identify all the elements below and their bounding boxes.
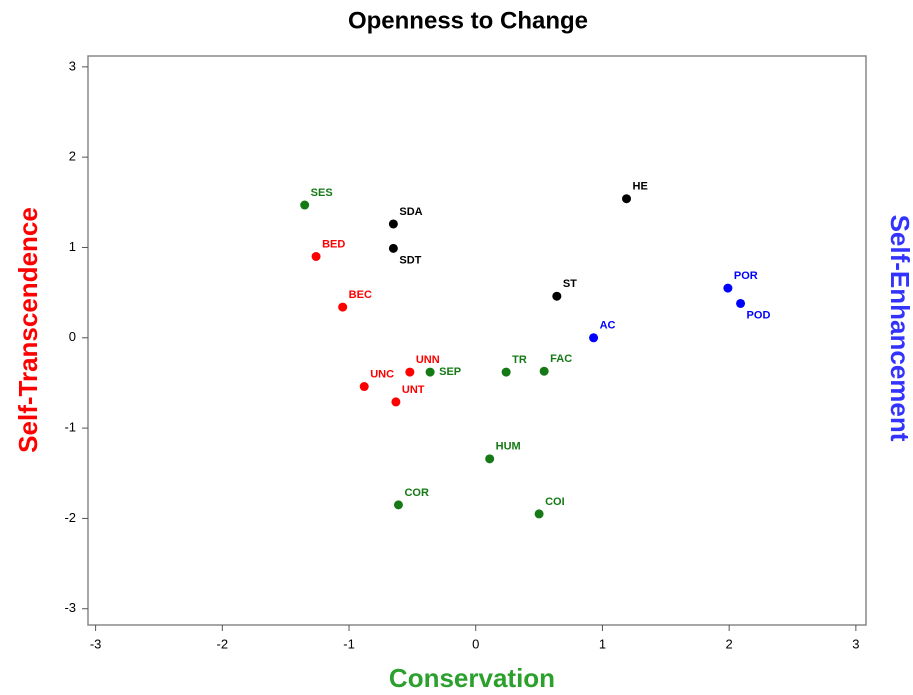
- y-tick-label: -1: [64, 420, 76, 435]
- plot-frame: [87, 55, 867, 626]
- point-label: COI: [545, 496, 565, 508]
- x-tick-label: -2: [217, 636, 229, 651]
- point: [300, 200, 310, 210]
- point: [501, 367, 511, 377]
- point-label: SDA: [399, 206, 422, 218]
- y-tick-label: -2: [64, 510, 76, 525]
- point: [539, 366, 549, 376]
- point: [393, 500, 403, 510]
- point-label: BED: [322, 238, 345, 250]
- point: [589, 333, 599, 343]
- point-label: UNT: [402, 384, 425, 396]
- point-label: BEC: [349, 289, 372, 301]
- point: [736, 298, 746, 308]
- point: [485, 454, 495, 464]
- y-tick-label: -3: [64, 600, 76, 615]
- x-tick-label: -1: [343, 636, 355, 651]
- y-tick-label: 2: [69, 149, 76, 164]
- x-tick-label: 3: [852, 636, 859, 651]
- point: [534, 509, 544, 519]
- point: [405, 367, 415, 377]
- y-tick-label: 3: [69, 58, 76, 73]
- y-tick-label: 1: [69, 239, 76, 254]
- x-tick-label: -3: [90, 636, 102, 651]
- point: [425, 367, 435, 377]
- point-label: ST: [563, 278, 577, 290]
- point: [723, 283, 733, 293]
- point-label: TR: [512, 354, 527, 366]
- x-axis-label: Conservation: [389, 663, 555, 693]
- point-label: HE: [633, 181, 648, 193]
- point-label: SDT: [399, 254, 421, 266]
- point-label: POR: [734, 270, 758, 282]
- point-label: UNN: [416, 354, 440, 366]
- point: [359, 382, 369, 392]
- point: [552, 291, 562, 301]
- point-label: UNC: [370, 368, 394, 380]
- x-tick-label: 0: [472, 636, 479, 651]
- chart-title: Openness to Change: [348, 7, 588, 34]
- point-label: FAC: [550, 353, 572, 365]
- point-label: SEP: [439, 366, 461, 378]
- point: [338, 302, 348, 312]
- point: [388, 243, 398, 253]
- x-tick-label: 2: [726, 636, 733, 651]
- point: [622, 194, 632, 204]
- point: [388, 219, 398, 229]
- point: [311, 252, 321, 262]
- x-tick-label: 1: [599, 636, 606, 651]
- point-label: COR: [404, 487, 429, 499]
- y2-axis-label: Self-Enhancement: [885, 215, 913, 442]
- point-label: AC: [600, 320, 616, 332]
- point-label: POD: [747, 309, 771, 321]
- y-tick-label: 0: [69, 329, 76, 344]
- y-axis-label: Self-Transcendence: [13, 207, 43, 453]
- point-label: SES: [311, 187, 333, 199]
- point: [391, 397, 401, 407]
- point-label: HUM: [496, 441, 521, 453]
